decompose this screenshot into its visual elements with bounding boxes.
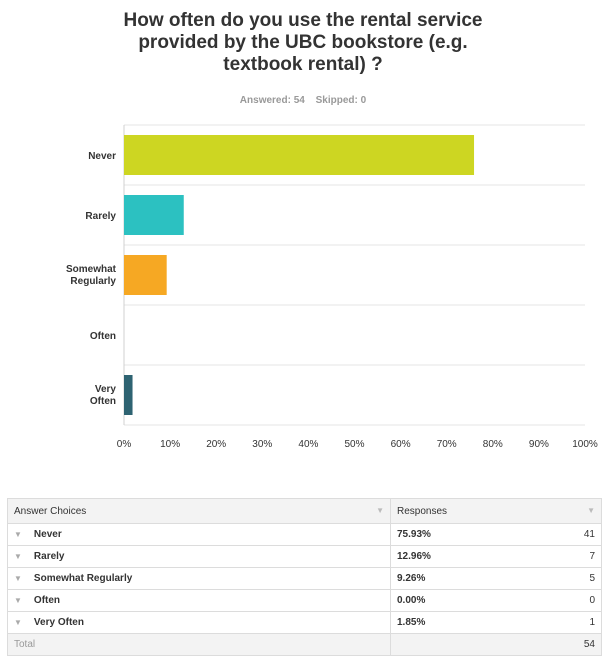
response-percent: 1.85% xyxy=(397,617,426,628)
response-cell: 12.96% 7 xyxy=(390,545,602,568)
category-label: Often xyxy=(90,331,116,342)
table-row: ▼ Somewhat Regularly 9.26% 5 xyxy=(7,567,602,590)
answer-choice-label: Rarely xyxy=(33,551,65,562)
category-label: Very Often xyxy=(90,384,117,407)
answer-choice-label: Never xyxy=(33,529,62,540)
answer-choice-cell: ▼ Never xyxy=(7,523,391,546)
bar xyxy=(124,375,133,415)
title-line: textbook rental) ? xyxy=(223,54,383,75)
x-tick-label: 10% xyxy=(160,439,180,450)
title-line: provided by the UBC bookstore (e.g. xyxy=(138,32,468,53)
response-count: 5 xyxy=(589,573,595,584)
bar xyxy=(124,135,475,175)
response-count: 7 xyxy=(589,551,595,562)
expand-arrow-icon[interactable]: ▼ xyxy=(14,596,22,605)
expand-arrow-icon[interactable]: ▼ xyxy=(14,574,22,583)
response-cell: 1.85% 1 xyxy=(390,611,602,634)
x-tick-label: 20% xyxy=(206,439,226,450)
expand-arrow-icon[interactable]: ▼ xyxy=(14,618,22,627)
table-header-row: Answer Choices ▼ Responses ▼ xyxy=(7,498,602,524)
answer-choice-cell: ▼ Rarely xyxy=(7,545,391,568)
expand-arrow-icon[interactable]: ▼ xyxy=(14,530,22,539)
category-label: Never xyxy=(88,151,116,162)
x-tick-label: 90% xyxy=(529,439,549,450)
header-answer-choices[interactable]: Answer Choices ▼ xyxy=(7,498,391,524)
x-tick-label: 50% xyxy=(344,439,364,450)
table-row: ▼ Often 0.00% 0 xyxy=(7,589,602,612)
total-cell: 54 xyxy=(390,633,602,656)
total-count: 54 xyxy=(583,639,595,650)
table-row: ▼ Very Often 1.85% 1 xyxy=(7,611,602,634)
bar xyxy=(124,195,184,235)
table-row: ▼ Rarely 12.96% 7 xyxy=(7,545,602,568)
table-row: ▼ Never 75.93% 41 xyxy=(7,523,602,546)
expand-arrow-icon[interactable]: ▼ xyxy=(14,552,22,561)
response-percent: 12.96% xyxy=(397,551,431,562)
sort-arrow-icon[interactable]: ▼ xyxy=(587,505,595,515)
answer-choice-label: Somewhat Regularly xyxy=(33,573,133,584)
response-cell: 75.93% 41 xyxy=(390,523,602,546)
bar xyxy=(124,255,167,295)
answered-count: Answered: 54 xyxy=(239,95,305,106)
answer-choice-cell: ▼ Somewhat Regularly xyxy=(7,567,391,590)
skipped-count: Skipped: 0 xyxy=(315,95,367,106)
response-percent: 0.00% xyxy=(397,595,426,606)
response-count: 1 xyxy=(589,617,595,628)
response-cell: 0.00% 0 xyxy=(390,589,602,612)
total-label: Total xyxy=(7,633,391,656)
response-percent: 9.26% xyxy=(397,573,426,584)
response-summary: Answered: 54 Skipped: 0 xyxy=(0,95,606,106)
response-count: 0 xyxy=(589,595,595,606)
sort-arrow-icon[interactable]: ▼ xyxy=(376,505,384,515)
answer-choice-cell: ▼ Often xyxy=(7,589,391,612)
category-label: Rarely xyxy=(85,211,116,222)
response-count: 41 xyxy=(583,529,595,540)
total-row: Total 54 xyxy=(7,633,602,656)
response-cell: 9.26% 5 xyxy=(390,567,602,590)
category-label: Somewhat Regularly xyxy=(66,264,117,287)
responses-table: Answer Choices ▼ Responses ▼ ▼ Never 75.93… xyxy=(7,498,602,656)
x-tick-label: 0% xyxy=(117,439,132,450)
x-tick-label: 100% xyxy=(572,439,598,450)
answer-choice-label: Very Often xyxy=(33,617,84,628)
x-tick-label: 30% xyxy=(252,439,272,450)
answer-choice-label: Often xyxy=(33,595,61,606)
title-line: How often do you use the rental service xyxy=(123,10,483,31)
answer-choice-cell: ▼ Very Often xyxy=(7,611,391,634)
x-tick-label: 80% xyxy=(483,439,503,450)
x-tick-label: 70% xyxy=(437,439,457,450)
response-percent: 75.93% xyxy=(397,529,431,540)
x-tick-label: 60% xyxy=(391,439,411,450)
chart-title: How often do you use the rental service … xyxy=(0,10,606,76)
header-responses[interactable]: Responses ▼ xyxy=(390,498,602,524)
x-tick-label: 40% xyxy=(298,439,318,450)
bar-chart: Never Rarely Somewhat Regularly Often Very Oft… xyxy=(66,124,598,450)
